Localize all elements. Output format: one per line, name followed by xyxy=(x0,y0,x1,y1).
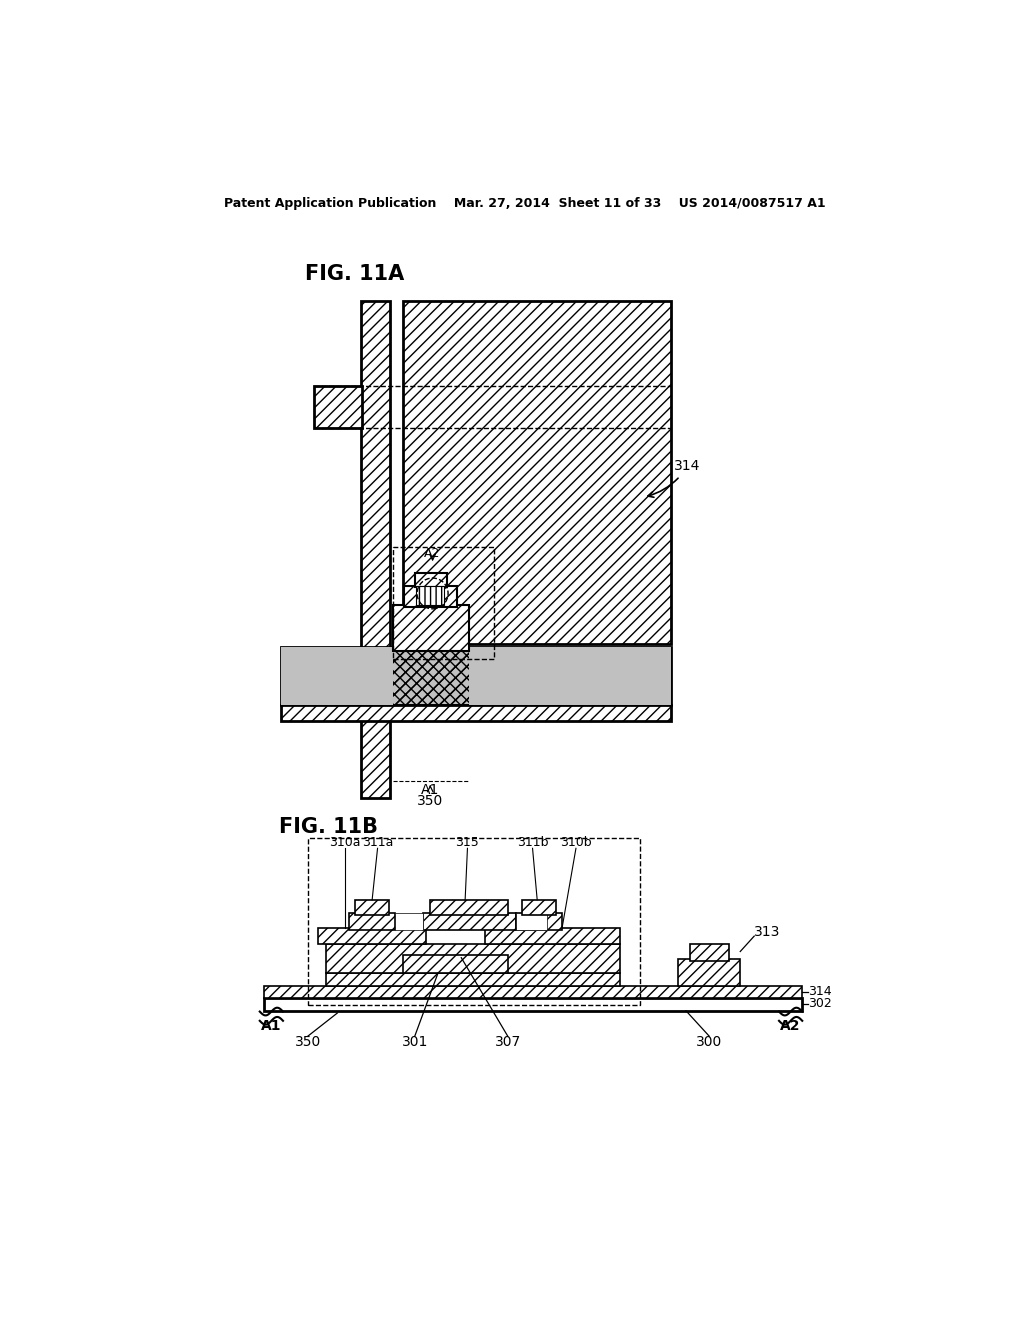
Bar xyxy=(393,548,494,659)
Bar xyxy=(393,605,469,651)
Text: A1: A1 xyxy=(421,783,439,797)
Text: 313: 313 xyxy=(755,925,780,940)
Text: 310a: 310a xyxy=(330,836,360,849)
Text: 311a: 311a xyxy=(361,836,393,849)
Text: FIG. 11A: FIG. 11A xyxy=(305,264,403,284)
Text: Patent Application Publication    Mar. 27, 2014  Sheet 11 of 33    US 2014/00875: Patent Application Publication Mar. 27, … xyxy=(224,197,825,210)
Bar xyxy=(515,913,547,929)
Bar xyxy=(263,986,802,998)
Bar xyxy=(326,944,621,973)
Text: 350: 350 xyxy=(295,1035,321,1049)
Text: A2: A2 xyxy=(424,546,440,560)
Bar xyxy=(417,586,444,605)
Text: 302: 302 xyxy=(809,998,833,1010)
Bar xyxy=(484,928,621,944)
Bar xyxy=(415,573,447,587)
Bar xyxy=(349,913,395,929)
Bar xyxy=(403,301,671,644)
Bar xyxy=(282,647,671,705)
Bar xyxy=(282,705,671,721)
Bar xyxy=(308,838,640,1006)
Text: FIG. 11B: FIG. 11B xyxy=(280,817,378,837)
Text: 301: 301 xyxy=(401,1035,428,1049)
Bar xyxy=(430,900,508,915)
Text: 314: 314 xyxy=(809,985,833,998)
Text: A2: A2 xyxy=(780,1019,801,1034)
Bar xyxy=(423,913,515,929)
Bar xyxy=(678,960,740,986)
Bar xyxy=(515,913,562,929)
Bar xyxy=(469,647,671,705)
Bar xyxy=(690,944,729,961)
Bar xyxy=(282,647,671,705)
Bar xyxy=(355,900,389,915)
Text: 314: 314 xyxy=(648,459,700,498)
Text: 315: 315 xyxy=(456,836,479,849)
Bar xyxy=(395,913,423,929)
Bar xyxy=(403,956,508,973)
Bar xyxy=(314,385,362,428)
Bar xyxy=(360,301,390,797)
Text: 310b: 310b xyxy=(560,836,592,849)
Bar xyxy=(403,586,458,607)
Bar xyxy=(317,928,426,944)
Text: 307: 307 xyxy=(495,1035,521,1049)
Bar xyxy=(326,973,621,986)
Bar xyxy=(263,998,802,1011)
Text: A1: A1 xyxy=(261,1019,282,1034)
Text: 300: 300 xyxy=(696,1035,722,1049)
Bar xyxy=(282,647,393,705)
Text: 350: 350 xyxy=(417,795,443,808)
Bar xyxy=(521,900,556,915)
Text: 311b: 311b xyxy=(517,836,548,849)
